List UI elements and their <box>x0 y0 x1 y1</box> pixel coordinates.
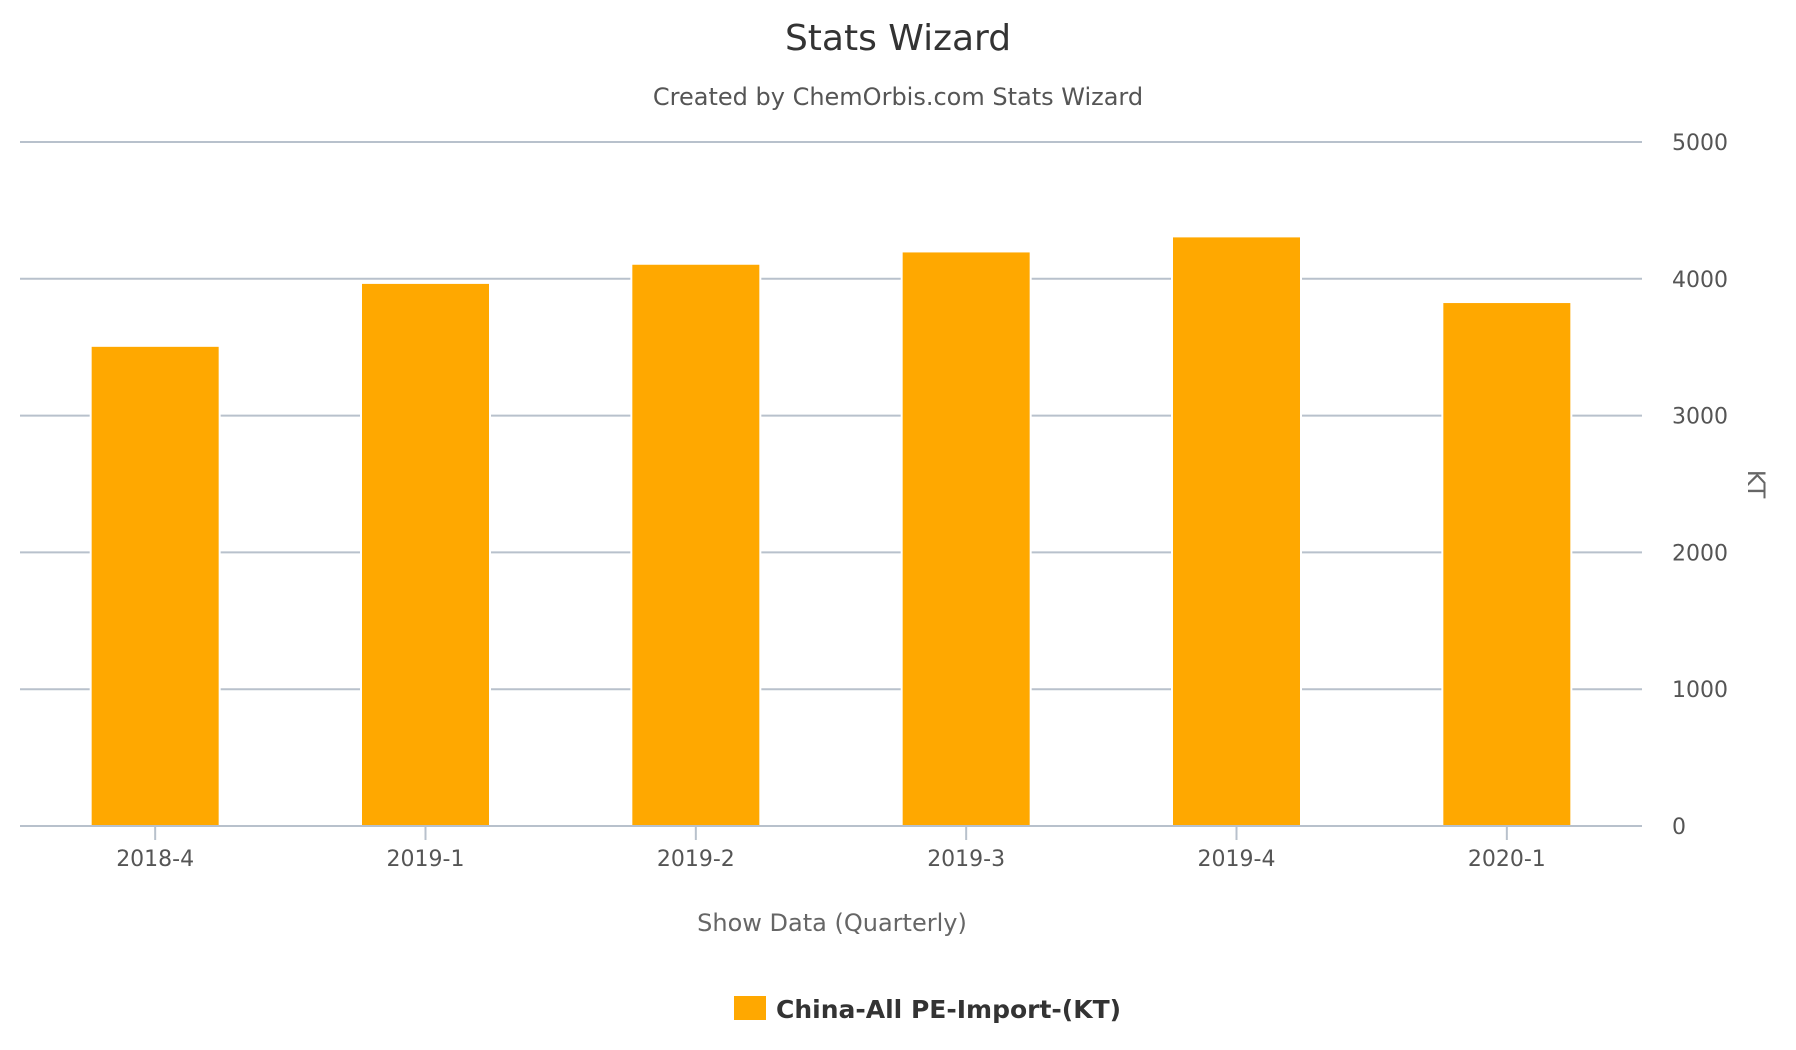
y-tick-label: 3000 <box>1672 405 1728 430</box>
chart-title: Stats Wizard <box>785 18 1011 59</box>
y-tick-label: 5000 <box>1672 131 1728 156</box>
bars <box>89 235 1573 827</box>
x-tick-label: 2019-2 <box>657 847 735 872</box>
x-tick-label: 2019-1 <box>387 847 465 872</box>
x-tick-label: 2020-1 <box>1468 847 1546 872</box>
x-axis-labels: 2018-4 2019-1 2019-2 2019-3 2019-4 2020-1 <box>116 847 1546 872</box>
legend-label: China-All PE-Import-(KT) <box>776 995 1121 1024</box>
x-tick-label: 2019-3 <box>927 847 1005 872</box>
bar[interactable] <box>360 281 491 827</box>
bar[interactable] <box>630 262 762 827</box>
y-axis-labels: 0 1000 2000 3000 4000 5000 <box>1672 131 1728 840</box>
y-axis-title: KT <box>1742 470 1770 499</box>
bar[interactable] <box>900 250 1032 827</box>
bar[interactable] <box>1441 301 1573 827</box>
chart-subtitle: Created by ChemOrbis.com Stats Wizard <box>653 83 1143 111</box>
x-tick-label: 2018-4 <box>116 847 194 872</box>
y-tick-label: 1000 <box>1672 678 1728 703</box>
x-axis-title: Show Data (Quarterly) <box>697 909 967 937</box>
y-tick-label: 4000 <box>1672 268 1728 293</box>
x-tick-label: 2019-4 <box>1198 847 1276 872</box>
x-axis-ticks <box>154 826 1508 840</box>
gridlines <box>20 141 1642 691</box>
legend-swatch <box>734 996 766 1020</box>
y-tick-label: 2000 <box>1672 541 1728 566</box>
bar[interactable] <box>89 344 221 827</box>
legend[interactable]: China-All PE-Import-(KT) <box>734 995 1121 1024</box>
bar[interactable] <box>1171 235 1302 827</box>
y-tick-label: 0 <box>1672 815 1686 840</box>
